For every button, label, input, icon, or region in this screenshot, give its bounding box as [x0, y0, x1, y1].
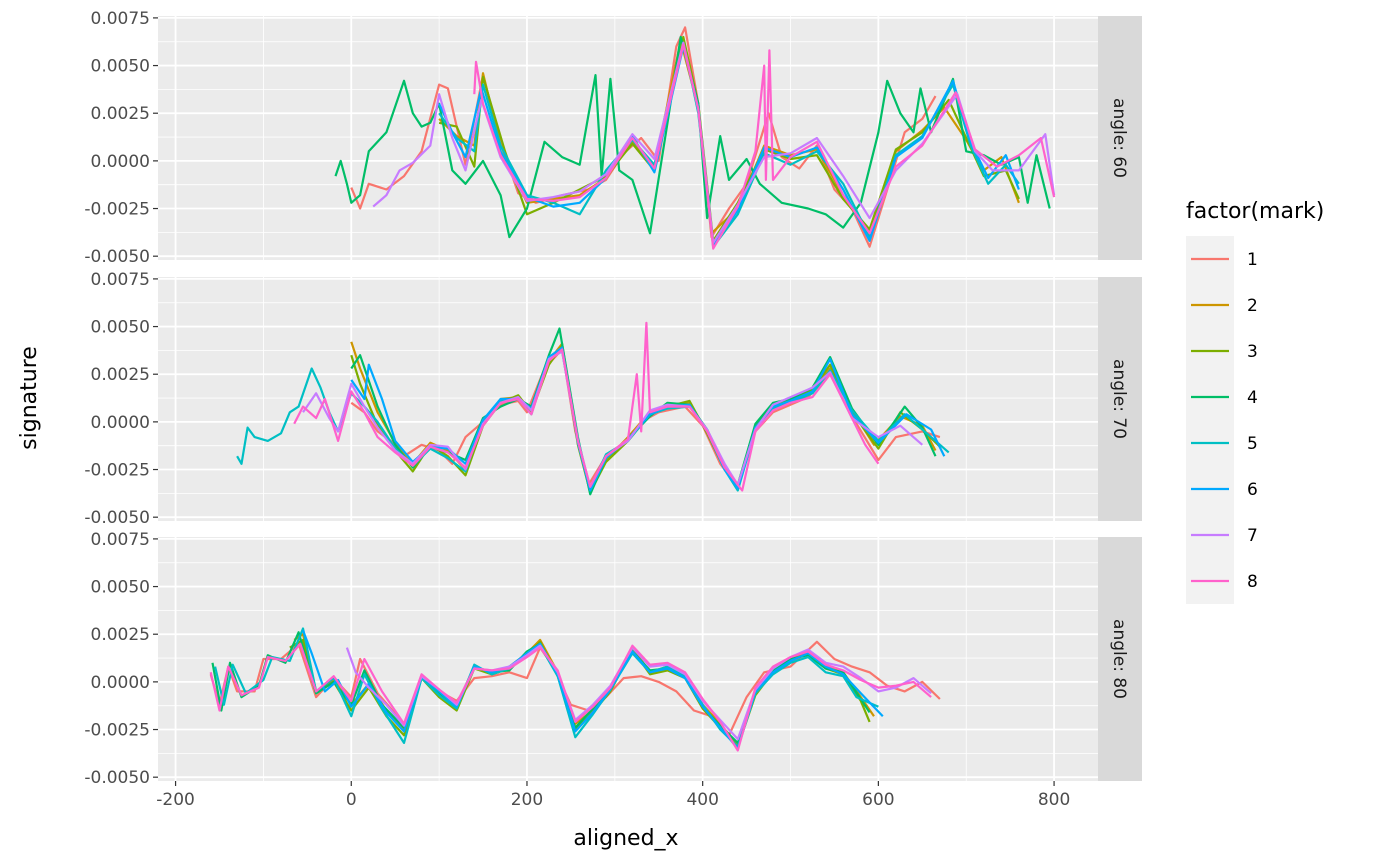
series-line-mark-8: [473, 43, 1056, 250]
legend-label: 8: [1247, 572, 1258, 592]
legend-label: 1: [1247, 250, 1258, 270]
legend-entry-7: 7: [1191, 526, 1258, 546]
legend-entry-4: 4: [1191, 388, 1258, 408]
y-tick-label: -0.0050: [84, 508, 150, 528]
facet-strip-label: angle: 80: [1109, 619, 1129, 699]
panel-background: [158, 277, 1098, 521]
series-line-mark-7: [372, 41, 1056, 244]
facet-panel-1: -0.0050 -0.0025 0.0000 0.0025 0.0050 0.0075 an…: [84, 9, 1142, 267]
y-tick-label: 0.0000: [91, 673, 150, 693]
legend-label: 3: [1247, 342, 1258, 362]
legend-label: 7: [1247, 526, 1258, 546]
panels: -0.0050 -0.0025 0.0000 0.0025 0.0050 0.0075 an…: [84, 9, 1142, 788]
facet-panel-2: -0.0050 -0.0025 0.0000 0.0025 0.0050 0.0075 an…: [84, 270, 1142, 528]
x-tick-label: 800: [1038, 790, 1070, 810]
legend: factor(mark) 1 2 3 4 5 6 7 8: [1186, 199, 1324, 604]
series-line-mark-8: [293, 321, 880, 492]
legend-entry-2: 2: [1191, 296, 1258, 316]
legend-title: factor(mark): [1186, 199, 1324, 224]
x-axis: -200 0 200 400 600 800: [156, 781, 1070, 810]
legend-entry-1: 1: [1191, 250, 1258, 270]
y-tick-label: 0.0025: [91, 625, 150, 645]
x-tick-label: -200: [156, 790, 195, 810]
x-tick-label: 600: [862, 790, 894, 810]
y-tick-label: 0.0000: [91, 413, 150, 433]
legend-label: 5: [1247, 434, 1258, 454]
facet-strip: [1098, 537, 1142, 781]
y-tick-label: -0.0025: [84, 461, 150, 481]
legend-entry-8: 8: [1191, 572, 1258, 592]
y-tick-label: -0.0050: [84, 247, 150, 267]
x-tick-label: 0: [346, 790, 357, 810]
series-line-mark-8: [209, 642, 932, 752]
legend-entry-5: 5: [1191, 434, 1258, 454]
facet-strip-label: angle: 60: [1109, 98, 1129, 178]
panel-background: [158, 16, 1098, 260]
y-tick-label: 0.0025: [91, 104, 150, 124]
y-tick-label: 0.0075: [91, 9, 150, 29]
y-tick-label: 0.0000: [91, 152, 150, 172]
legend-entry-6: 6: [1191, 480, 1258, 500]
y-tick-label: 0.0075: [91, 270, 150, 290]
facet-strip: [1098, 277, 1142, 521]
legend-key-background: [1186, 236, 1234, 604]
legend-entry-3: 3: [1191, 342, 1258, 362]
series-line-mark-4: [334, 35, 1051, 239]
x-tick-label: 400: [686, 790, 718, 810]
y-tick-label: -0.0050: [84, 768, 150, 788]
facet-panel-3: -0.0050 -0.0025 0.0000 0.0025 0.0050 0.0075 an…: [84, 530, 1142, 788]
legend-label: 2: [1247, 296, 1258, 316]
series-lines: [334, 26, 1056, 250]
facet-strip: [1098, 16, 1142, 260]
y-tick-label: -0.0025: [84, 721, 150, 741]
series-line-mark-6: [301, 630, 884, 750]
legend-entries: 1 2 3 4 5 6 7 8: [1191, 250, 1258, 592]
facet-strip-label: angle: 70: [1109, 359, 1129, 439]
y-tick-label: 0.0050: [91, 578, 150, 598]
series-lines: [236, 321, 950, 496]
legend-label: 6: [1247, 480, 1258, 500]
series-lines: [209, 627, 941, 752]
x-tick-label: 200: [511, 790, 543, 810]
y-tick-label: 0.0050: [91, 318, 150, 338]
x-axis-title: aligned_x: [573, 826, 678, 851]
series-line-mark-1: [350, 26, 937, 248]
y-tick-label: 0.0025: [91, 365, 150, 385]
y-tick-label: -0.0025: [84, 200, 150, 220]
legend-label: 4: [1247, 388, 1258, 408]
y-tick-label: 0.0075: [91, 530, 150, 550]
y-tick-label: 0.0050: [91, 57, 150, 77]
y-axis-title: signature: [17, 346, 42, 450]
